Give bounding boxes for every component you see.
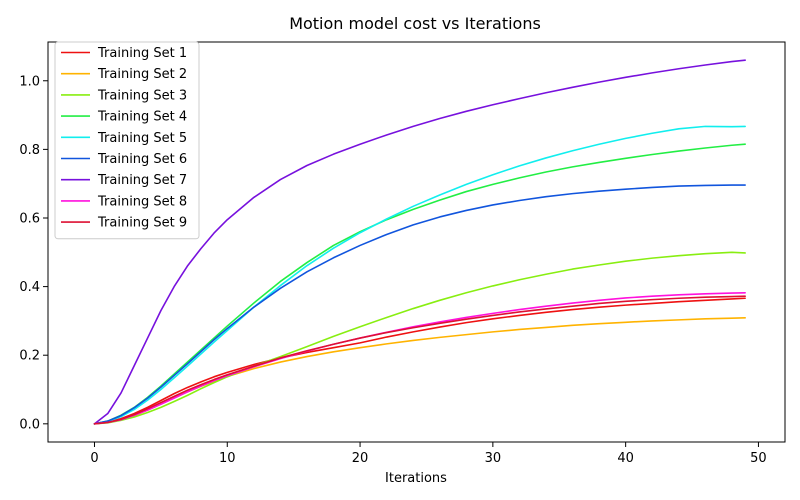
series-line-3 — [93, 251, 746, 425]
x-tick-label: 10 — [219, 451, 236, 466]
x-axis-label: Iterations — [385, 471, 447, 486]
y-tick-label: 0.0 — [19, 417, 40, 432]
series-line-5 — [93, 125, 746, 425]
legend-label-1: Training Set 1 — [97, 46, 187, 61]
series-line-9 — [93, 295, 746, 425]
x-tick-label: 30 — [485, 451, 502, 466]
x-tick-label: 40 — [617, 451, 634, 466]
chart-title: Motion model cost vs Iterations — [289, 14, 541, 33]
legend-label-4: Training Set 4 — [97, 110, 187, 125]
legend-label-8: Training Set 8 — [97, 194, 187, 209]
x-tick-label: 50 — [750, 451, 767, 466]
y-tick-label: 0.8 — [19, 143, 40, 158]
legend-label-5: Training Set 5 — [97, 131, 187, 146]
legend-label-6: Training Set 6 — [97, 152, 187, 167]
series-line-2 — [93, 317, 746, 425]
y-tick-label: 1.0 — [19, 74, 40, 89]
legend-box — [54, 41, 200, 240]
legend: Training Set 1 Training Set 2 Training Set… — [54, 41, 200, 240]
y-tick-label: 0.6 — [19, 211, 40, 226]
legend-label-7: Training Set 7 — [97, 173, 187, 188]
series-line-7 — [93, 59, 746, 425]
y-axis-ticks: 0.0 0.2 0.4 0.6 0.8 1.0 — [19, 74, 48, 432]
legend-label-3: Training Set 3 — [97, 88, 187, 103]
series-line-1 — [93, 297, 746, 425]
plot-area — [93, 59, 746, 425]
legend-label-9: Training Set 9 — [97, 216, 187, 231]
y-tick-label: 0.4 — [19, 280, 40, 295]
x-axis-ticks: 0 10 20 30 40 50 — [90, 442, 767, 466]
x-tick-label: 20 — [352, 451, 369, 466]
x-tick-label: 0 — [90, 451, 98, 466]
y-tick-label: 0.2 — [19, 349, 40, 364]
axes-frame — [47, 41, 786, 443]
legend-label-2: Training Set 2 — [97, 67, 187, 82]
series-line-6 — [93, 184, 746, 425]
